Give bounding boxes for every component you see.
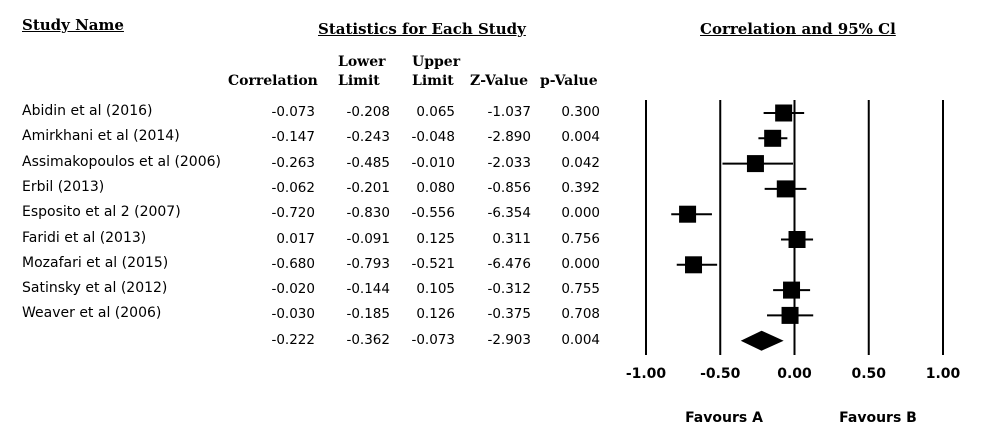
effect-marker bbox=[685, 256, 703, 274]
study-name: Erbil (2013) bbox=[22, 178, 105, 195]
cell-p: 0.392 bbox=[561, 179, 600, 196]
cell-lower: -0.485 bbox=[346, 154, 390, 171]
study-name: Mozafari et al (2015) bbox=[22, 254, 169, 271]
cell-correlation: -0.062 bbox=[271, 179, 315, 196]
cell-correlation: -0.222 bbox=[271, 331, 315, 348]
cell-p: 0.756 bbox=[561, 230, 600, 247]
cell-correlation: -0.720 bbox=[271, 205, 315, 222]
cell-upper: -0.521 bbox=[411, 255, 455, 272]
x-tick-label: 0.50 bbox=[851, 366, 886, 382]
cell-p: 0.004 bbox=[561, 331, 600, 348]
cell-correlation: -0.263 bbox=[271, 154, 315, 171]
cell-z: 0.311 bbox=[492, 230, 531, 247]
cell-correlation: -0.073 bbox=[271, 104, 315, 120]
cell-lower: -0.091 bbox=[346, 230, 390, 247]
cell-upper: -0.073 bbox=[411, 331, 455, 348]
cell-correlation: -0.147 bbox=[271, 129, 315, 146]
cell-p: 0.004 bbox=[561, 129, 600, 146]
cell-correlation: -0.020 bbox=[271, 281, 315, 298]
study-name: Amirkhani et al (2014) bbox=[22, 128, 180, 145]
col-header-p-value: p-Value bbox=[540, 73, 598, 89]
cell-p: 0.755 bbox=[561, 281, 600, 298]
cell-upper: 0.126 bbox=[416, 306, 455, 323]
study-name-header: Study Name bbox=[22, 16, 124, 34]
cell-lower: -0.185 bbox=[346, 306, 390, 323]
effect-marker bbox=[776, 180, 794, 198]
cell-upper: -0.556 bbox=[411, 205, 455, 222]
cell-z: -0.856 bbox=[487, 179, 531, 196]
study-name: Abidin et al (2016) bbox=[22, 103, 153, 119]
x-tick-label: 1.00 bbox=[926, 366, 961, 382]
effect-marker bbox=[746, 155, 764, 173]
favours-b-label: Favours B bbox=[839, 410, 917, 426]
cell-upper: 0.125 bbox=[416, 230, 455, 247]
x-tick-label: -1.00 bbox=[626, 366, 667, 382]
cell-p: 0.300 bbox=[561, 104, 600, 120]
study-name: Satinsky et al (2012) bbox=[22, 280, 168, 297]
col-header-upper-line1: Upper bbox=[412, 54, 461, 70]
cell-upper: -0.048 bbox=[411, 129, 455, 146]
cell-z: -1.037 bbox=[487, 104, 531, 120]
cell-p: 0.042 bbox=[561, 154, 600, 171]
cell-p: 0.000 bbox=[561, 205, 600, 222]
study-name: Faridi et al (2013) bbox=[22, 229, 147, 246]
cell-z: -2.033 bbox=[487, 154, 531, 171]
study-name: Weaver et al (2006) bbox=[22, 305, 162, 322]
col-header-upper-limit: Upper Limit bbox=[412, 53, 460, 91]
cell-z: -6.354 bbox=[487, 205, 531, 222]
study-name: Assimakopoulos et al (2006) bbox=[22, 153, 221, 170]
cell-lower: -0.243 bbox=[346, 129, 390, 146]
cell-lower: -0.144 bbox=[346, 281, 390, 298]
col-header-z-value: Z-Value bbox=[470, 73, 529, 89]
effect-marker bbox=[788, 231, 806, 248]
cell-z: -2.890 bbox=[487, 129, 531, 146]
cell-z: -6.476 bbox=[487, 255, 531, 272]
col-header-lower-limit: Lower Limit bbox=[338, 53, 386, 91]
cell-p: 0.708 bbox=[561, 306, 600, 323]
cell-z: -2.903 bbox=[487, 331, 531, 348]
x-tick-label: 0.00 bbox=[777, 366, 812, 382]
cell-correlation: 0.017 bbox=[276, 230, 315, 247]
col-header-lower-line2: Limit bbox=[338, 73, 380, 89]
cell-upper: 0.105 bbox=[416, 281, 455, 298]
cell-correlation: -0.030 bbox=[271, 306, 315, 323]
x-tick-label: -0.50 bbox=[700, 366, 741, 382]
cell-lower: -0.201 bbox=[346, 179, 390, 196]
cell-lower: -0.362 bbox=[346, 331, 390, 348]
statistics-header: Statistics for Each Study bbox=[318, 20, 526, 38]
correlation-ci-header: Correlation and 95% Cl bbox=[700, 20, 896, 38]
effect-marker bbox=[679, 205, 697, 223]
effect-marker bbox=[781, 306, 799, 324]
cell-z: -0.312 bbox=[487, 281, 531, 298]
favours-a-label: Favours A bbox=[685, 410, 763, 426]
effect-marker bbox=[764, 129, 782, 147]
col-header-upper-line2: Limit bbox=[412, 73, 454, 89]
study-name: Esposito et al 2 (2007) bbox=[22, 204, 181, 221]
cell-lower: -0.793 bbox=[346, 255, 390, 272]
effect-marker bbox=[775, 104, 793, 122]
cell-upper: 0.080 bbox=[416, 179, 455, 196]
effect-marker bbox=[783, 281, 801, 299]
cell-lower: -0.830 bbox=[346, 205, 390, 222]
cell-z: -0.375 bbox=[487, 306, 531, 323]
cell-upper: 0.065 bbox=[416, 104, 455, 120]
cell-lower: -0.208 bbox=[346, 104, 390, 120]
col-header-correlation: Correlation bbox=[228, 73, 318, 89]
cell-upper: -0.010 bbox=[411, 154, 455, 171]
col-header-lower-line1: Lower bbox=[338, 54, 386, 70]
summary-diamond bbox=[740, 330, 784, 351]
cell-p: 0.000 bbox=[561, 255, 600, 272]
cell-correlation: -0.680 bbox=[271, 255, 315, 272]
